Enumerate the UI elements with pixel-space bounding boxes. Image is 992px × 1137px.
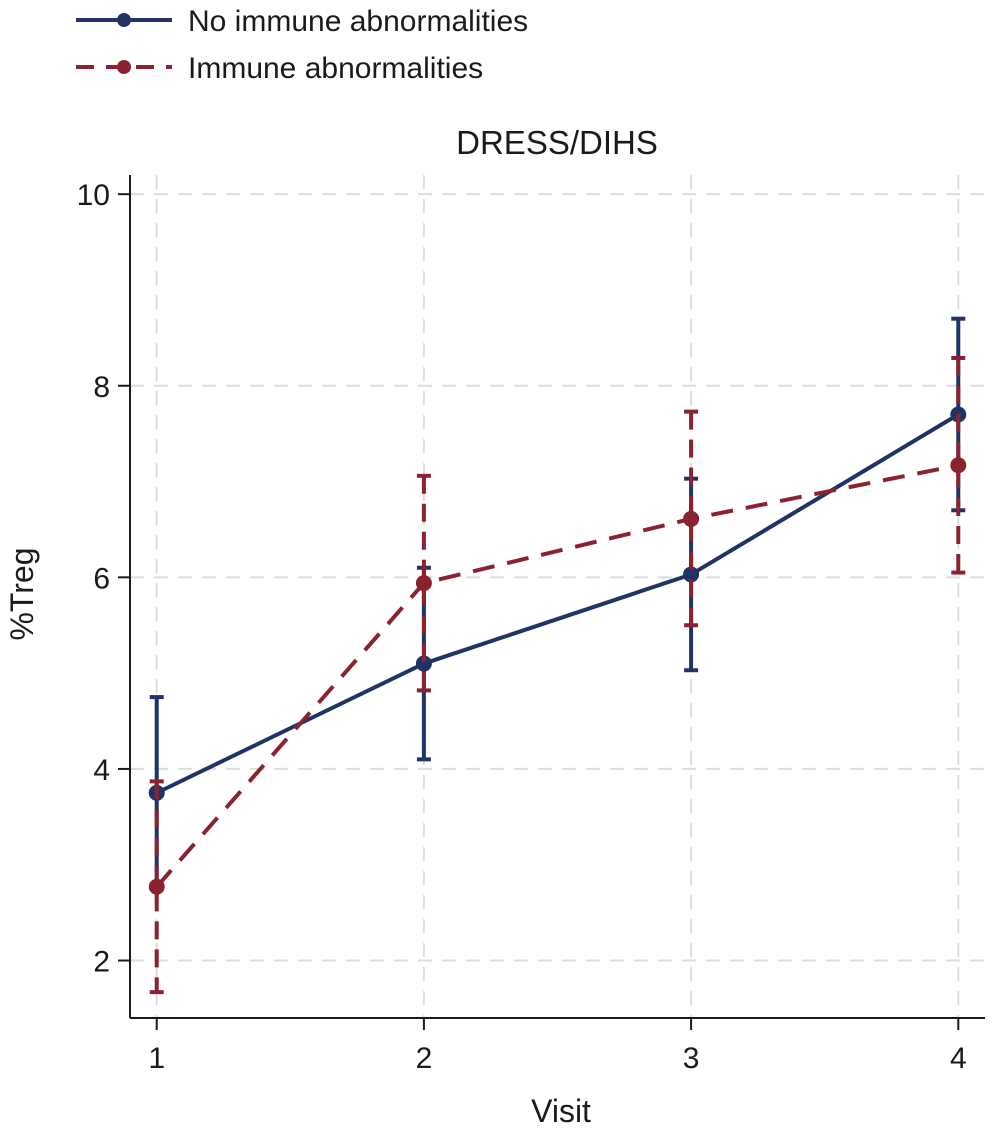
legend: No immune abnormalities Immune abnormali… — [76, 5, 528, 85]
x-tick-label: 2 — [416, 1042, 433, 1075]
x-ticks: 1 2 3 4 — [148, 1018, 967, 1075]
y-axis-label: %Treg — [4, 547, 40, 640]
series-layer — [148, 316, 967, 995]
y-tick-label: 8 — [93, 371, 110, 404]
y-tick-label: 2 — [93, 946, 110, 979]
gridlines — [130, 175, 985, 1018]
chart-title: DRESS/DIHS — [456, 124, 658, 161]
y-tick-label: 4 — [93, 754, 110, 787]
y-ticks: 2 4 6 8 10 — [77, 179, 130, 979]
series-no-immune — [148, 316, 967, 891]
legend-label-immune: Immune abnormalities — [188, 52, 483, 85]
data-point-no-immune — [415, 655, 432, 672]
data-point-immune — [148, 878, 165, 895]
legend-marker-no-immune — [117, 13, 131, 27]
data-point-immune — [950, 457, 967, 474]
legend-label-no-immune: No immune abnormalities — [188, 5, 528, 38]
series-line-immune — [155, 463, 959, 889]
data-point-immune — [415, 575, 432, 592]
x-tick-label: 1 — [148, 1042, 165, 1075]
legend-entry-immune: Immune abnormalities — [76, 52, 483, 85]
y-tick-label: 6 — [93, 562, 110, 595]
x-tick-label: 3 — [683, 1042, 700, 1075]
axes — [129, 175, 985, 1019]
legend-marker-immune — [117, 60, 131, 74]
x-tick-label: 4 — [950, 1042, 967, 1075]
x-axis-label: Visit — [531, 1093, 591, 1129]
data-point-no-immune — [683, 566, 700, 583]
y-tick-label: 10 — [77, 179, 110, 212]
series-immune — [148, 355, 967, 995]
series-line-no-immune — [155, 412, 960, 795]
legend-entry-no-immune: No immune abnormalities — [76, 5, 528, 38]
data-point-immune — [683, 510, 700, 527]
